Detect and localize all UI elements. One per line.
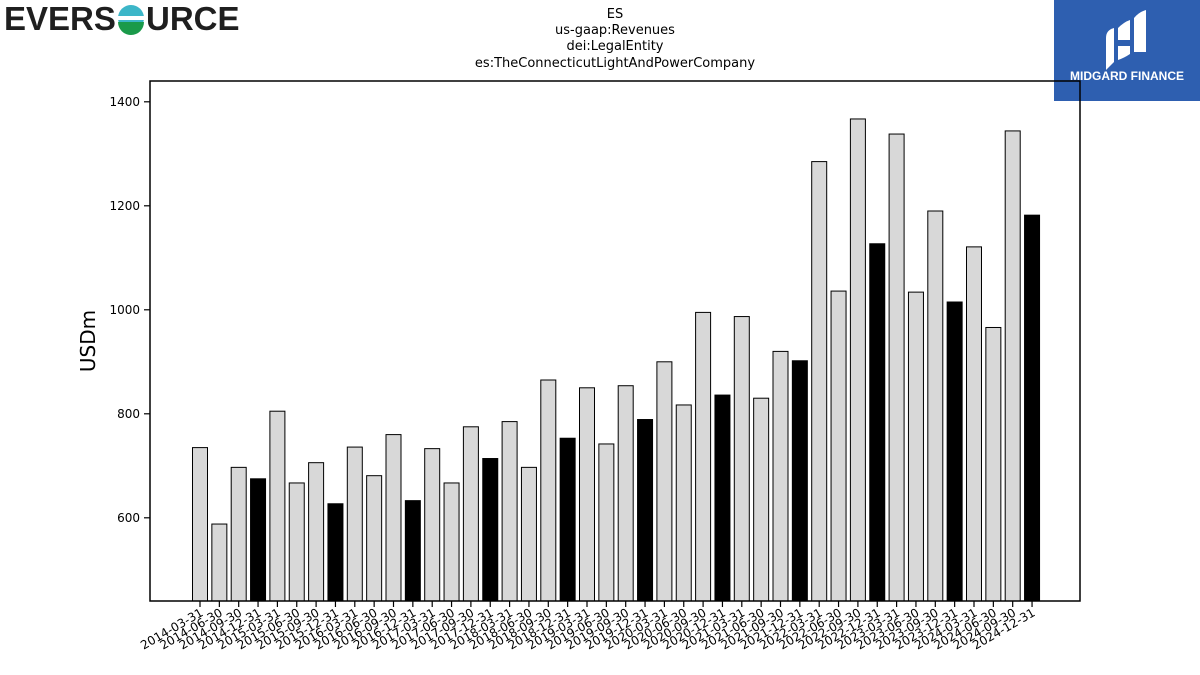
plot-frame [149, 80, 1081, 602]
bar [811, 161, 828, 602]
bar [849, 118, 866, 602]
bar [869, 243, 886, 602]
eversource-logo-text-left: EVERS [4, 0, 116, 37]
chart-title-line-4: es:TheConnecticutLightAndPowerCompany [474, 56, 756, 71]
midgard-mark-icon [1106, 10, 1146, 70]
eversource-globe-icon [116, 5, 146, 35]
bar [946, 301, 963, 602]
chart-title-line-1: ES [606, 7, 624, 22]
y-tick-label: 1200 [109, 199, 140, 213]
eversource-logo-text-right: URCE [146, 0, 240, 37]
bar [385, 434, 402, 602]
bar [540, 379, 557, 602]
bar [250, 478, 267, 602]
bar [772, 350, 789, 602]
bar [346, 446, 363, 602]
bar [830, 290, 847, 602]
bar [598, 443, 615, 602]
chart-title-line-2: us-gaap:Revenues [555, 23, 675, 38]
bar [637, 419, 654, 602]
bar [501, 421, 518, 602]
bar [443, 482, 460, 602]
midgard-finance-logo: MIDGARD FINANCE [1054, 0, 1200, 101]
bar [327, 503, 344, 602]
bar [366, 475, 383, 602]
y-tick-label: 600 [117, 511, 140, 525]
bar [888, 133, 905, 602]
bar [308, 462, 325, 602]
bar [985, 326, 1002, 602]
bar [675, 404, 692, 602]
y-tick-label: 1000 [109, 303, 140, 317]
bar [656, 361, 673, 602]
bar [791, 360, 808, 602]
midgard-logo-text: MIDGARD FINANCE [1070, 69, 1184, 83]
bar [424, 448, 441, 602]
bar [1004, 130, 1021, 602]
bar [288, 482, 305, 602]
bar [579, 387, 595, 602]
bar [733, 316, 750, 602]
bar [404, 500, 421, 602]
bar [192, 447, 208, 602]
bar [559, 437, 576, 602]
y-tick-label: 800 [117, 407, 140, 421]
bar [211, 523, 228, 602]
y-tick-label: 1400 [109, 95, 140, 109]
eversource-logo: EVERS URCE [4, 0, 240, 37]
y-axis-label: USDm [76, 310, 100, 372]
bar [520, 466, 537, 602]
bar [927, 210, 944, 602]
bar [695, 311, 712, 602]
chart-title-line-3: dei:LegalEntity [566, 39, 664, 54]
bar [1024, 214, 1041, 602]
bar [617, 385, 634, 602]
bar [907, 291, 924, 602]
bar [482, 458, 499, 602]
bar [230, 466, 247, 602]
bar [753, 397, 770, 602]
bar [462, 426, 479, 602]
bar [714, 394, 731, 602]
bar [966, 246, 982, 602]
bar [269, 410, 286, 602]
